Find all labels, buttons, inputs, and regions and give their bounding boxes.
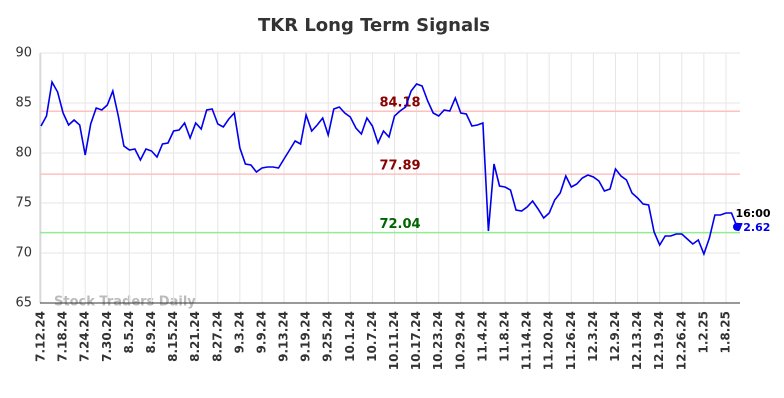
x-tick-label: 12.13.24 [630, 311, 644, 370]
x-tick-label: 12.26.24 [674, 311, 688, 370]
x-tick-label: 9.9.24 [254, 311, 268, 354]
x-tick-label: 12.9.24 [608, 311, 622, 362]
x-tick-label: 8.9.24 [144, 311, 158, 354]
x-tick-label: 10.7.24 [365, 311, 379, 362]
chart-title: TKR Long Term Signals [258, 15, 490, 36]
signal-label: 77.89 [379, 159, 420, 174]
y-tick-label: 65 [15, 296, 32, 311]
y-tick-label: 90 [15, 46, 32, 61]
last-point [733, 222, 741, 231]
x-tick-label: 9.25.24 [321, 311, 335, 362]
x-tick-label: 10.29.24 [453, 311, 467, 370]
price-line [40, 79, 738, 257]
x-tick-label: 10.11.24 [387, 311, 401, 370]
x-tick-label: 8.15.24 [166, 311, 180, 362]
x-tick-label: 7.30.24 [100, 311, 114, 362]
y-tick-label: 80 [15, 146, 32, 161]
x-tick-label: 10.1.24 [343, 311, 357, 362]
last-time: 16:00 [735, 207, 770, 220]
y-tick-label: 70 [15, 246, 32, 261]
x-tick-label: 7.24.24 [78, 311, 92, 362]
x-tick-label: 11.8.24 [498, 311, 512, 362]
x-tick-label: 1.2.25 [696, 311, 710, 354]
x-tick-label: 8.21.24 [188, 311, 202, 362]
x-tick-label: 10.23.24 [431, 311, 445, 370]
signal-label: 72.04 [379, 217, 420, 232]
x-tick-label: 7.18.24 [56, 311, 70, 362]
x-tick-label: 11.14.24 [520, 311, 534, 370]
x-tick-label: 9.3.24 [232, 311, 246, 354]
x-tick-label: 11.4.24 [475, 311, 489, 362]
x-tick-label: 12.3.24 [586, 311, 600, 362]
x-tick-label: 10.17.24 [409, 311, 423, 370]
x-tick-label: 11.26.24 [564, 311, 578, 370]
x-tick-label: 11.20.24 [542, 311, 556, 370]
x-tick-label: 12.19.24 [652, 311, 666, 370]
y-tick-label: 75 [15, 196, 32, 211]
x-tick-label: 8.27.24 [210, 311, 224, 362]
x-tick-label: 1.8.25 [718, 311, 732, 354]
signal-label: 84.18 [379, 96, 420, 111]
y-tick-label: 85 [15, 96, 32, 111]
x-tick-label: 8.5.24 [122, 311, 136, 354]
x-tick-label: 9.13.24 [277, 311, 291, 362]
x-tick-label: 9.19.24 [299, 311, 313, 362]
x-tick-label: 7.12.24 [34, 311, 48, 362]
last-value: 72.62 [736, 221, 771, 234]
watermark: Stock Traders Daily [54, 295, 196, 310]
